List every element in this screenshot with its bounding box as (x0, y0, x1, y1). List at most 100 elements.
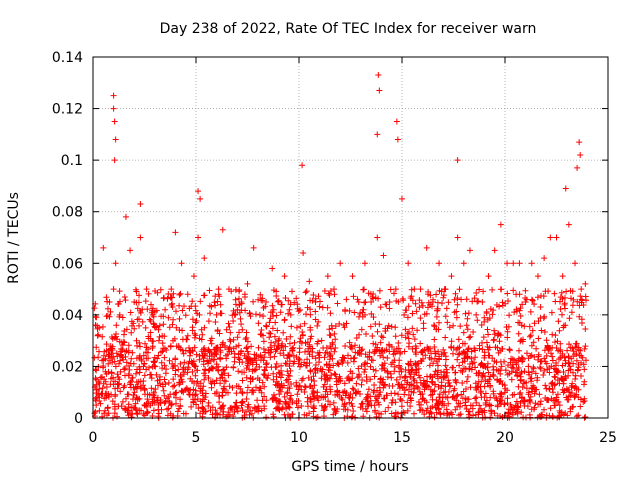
data-point (411, 286, 418, 293)
data-point (300, 249, 307, 256)
data-point (178, 260, 185, 267)
data-point (106, 298, 113, 305)
data-point (116, 311, 123, 318)
data-point (574, 164, 581, 171)
data-point (485, 273, 492, 280)
y-tick-label: 0.08 (52, 205, 83, 221)
chart-title: Day 238 of 2022, Rate Of TEC Index for r… (160, 21, 537, 37)
x-tick-label: 5 (192, 430, 201, 446)
x-tick-label: 25 (599, 430, 617, 446)
data-point (394, 136, 401, 143)
data-point (149, 311, 156, 318)
x-tick-label: 20 (496, 430, 514, 446)
x-tick-label: 15 (393, 430, 411, 446)
data-point (168, 286, 175, 293)
data-points (92, 72, 589, 391)
data-point (479, 298, 486, 305)
data-point (122, 213, 129, 220)
data-point (392, 286, 399, 293)
data-point (155, 337, 162, 344)
data-point (528, 260, 535, 267)
data-point (318, 337, 325, 344)
y-tick-label: 0.06 (52, 256, 83, 272)
data-point (349, 273, 356, 280)
data-point (275, 337, 282, 344)
data-point (250, 244, 257, 251)
data-point (213, 311, 220, 318)
y-tick-label: 0 (74, 411, 83, 427)
data-point (582, 280, 589, 287)
data-point (399, 195, 405, 202)
y-tick-label: 0.12 (52, 102, 83, 118)
data-point (112, 260, 119, 267)
y-tick-label: 0.04 (52, 308, 83, 324)
data-point (553, 234, 560, 241)
data-point (522, 298, 529, 305)
data-point (256, 311, 263, 318)
data-point (131, 298, 138, 305)
data-point (429, 298, 436, 305)
data-point (195, 234, 202, 241)
x-axis-ticks: 0 5 10 15 20 25 (89, 57, 617, 446)
x-axis-label: GPS time / hours (291, 459, 408, 475)
data-point (572, 260, 579, 267)
data-point (219, 226, 226, 233)
data-point (201, 255, 208, 262)
data-point (442, 286, 449, 293)
data-point (454, 234, 461, 241)
data-point (232, 311, 239, 318)
data-point (547, 234, 554, 241)
data-point (417, 286, 424, 293)
data-point (225, 286, 232, 293)
data-point (534, 273, 541, 280)
data-point (299, 162, 306, 169)
data-point (559, 273, 566, 280)
data-point (516, 260, 523, 267)
data-point (466, 247, 473, 254)
data-point (112, 136, 119, 143)
data-point (331, 286, 338, 293)
data-point (324, 273, 331, 280)
data-point (343, 296, 350, 303)
data-point (143, 286, 150, 293)
data-point (491, 247, 498, 254)
data-point (565, 221, 572, 228)
data-point (312, 298, 319, 305)
data-point (460, 260, 467, 267)
data-point (137, 234, 144, 241)
data-point (497, 221, 504, 228)
data-point (510, 260, 517, 267)
data-point (110, 92, 117, 99)
data-point (195, 188, 202, 195)
data-point (374, 131, 381, 138)
data-point (393, 118, 400, 125)
data-point (577, 151, 584, 158)
data-point (423, 244, 430, 251)
data-point (306, 278, 313, 285)
data-point (96, 324, 103, 331)
y-tick-label: 0.14 (52, 50, 83, 66)
y-tick-label: 0.02 (52, 359, 83, 375)
data-point (576, 139, 583, 146)
data-point (207, 337, 214, 344)
data-point (263, 298, 270, 305)
data-point (380, 252, 387, 259)
data-point (269, 265, 276, 272)
data-point (376, 87, 383, 94)
data-point (405, 260, 412, 267)
data-point (238, 298, 245, 305)
data-point (127, 247, 134, 254)
data-point (162, 306, 169, 313)
data-point (110, 105, 117, 112)
data-point (374, 234, 381, 241)
data-point (386, 298, 393, 305)
data-point (355, 298, 362, 305)
data-point (562, 185, 569, 192)
data-point (190, 273, 197, 280)
x-tick-label: 0 (89, 430, 98, 446)
data-point (361, 260, 368, 267)
data-point (111, 157, 118, 164)
data-point (293, 324, 300, 331)
x-tick-label: 10 (290, 430, 308, 446)
